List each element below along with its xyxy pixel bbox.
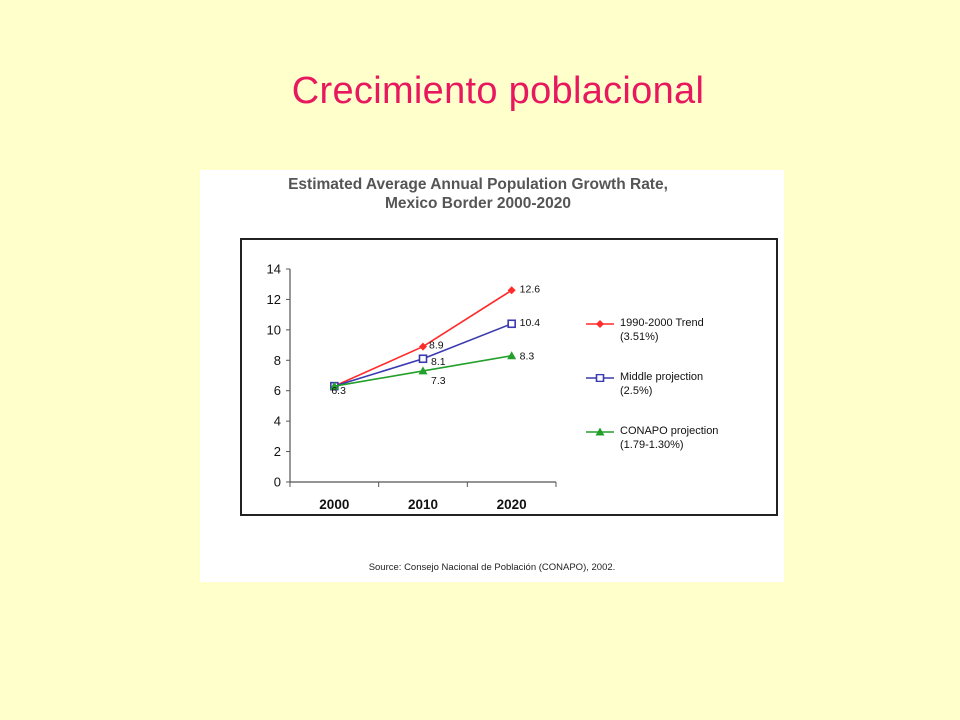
data-label-conapo-2000: 6.3 — [331, 385, 346, 397]
slide-title: Crecimiento poblacional — [291, 70, 705, 112]
legend-swatch-conapo — [586, 428, 614, 436]
y-tick-label-4: 4 — [274, 414, 281, 429]
point-middle-2020 — [507, 319, 516, 329]
legend-label-trend: 1990-2000 Trend — [620, 317, 704, 329]
series-trend — [330, 286, 516, 391]
data-label-trend-2020: 12.6 — [520, 283, 541, 295]
legend-detail-conapo: (1.79-1.30%) — [620, 439, 684, 451]
y-tick-label-6: 6 — [274, 383, 281, 398]
legend-detail-trend: (3.51%) — [620, 331, 659, 343]
legend-item-middle: Middle projection (2.5%) — [586, 370, 776, 424]
y-tick-label-8: 8 — [274, 353, 281, 368]
legend-label-middle: Middle projection — [620, 371, 704, 383]
chart-legend: 1990-2000 Trend (3.51%) Middle projectio… — [586, 316, 776, 478]
legend-swatch-trend — [586, 320, 614, 328]
data-label-conapo-2020: 8.3 — [520, 351, 535, 363]
point-conapo-2020 — [507, 351, 517, 360]
y-tick-label-0: 0 — [274, 475, 281, 490]
y-tick-label-14: 14 — [267, 262, 281, 277]
legend-marker-middle — [595, 374, 605, 382]
y-tick-label-10: 10 — [267, 322, 281, 337]
y-tick-label-2: 2 — [274, 444, 281, 459]
y-tick-label-12: 12 — [267, 292, 281, 307]
legend-marker-conapo — [595, 428, 605, 436]
legend-detail-middle: (2.5%) — [620, 385, 653, 397]
legend-item-conapo: CONAPO projection (1.79-1.30%) — [586, 424, 776, 478]
series-middle — [330, 319, 516, 391]
axes: 0 2 4 6 8 10 12 14 2000 2010 2020 — [267, 262, 557, 512]
chart-frame — [240, 238, 778, 516]
point-conapo-2000 — [329, 381, 339, 390]
x-tick-label-2010: 2010 — [408, 497, 438, 512]
x-tick-label-2000: 2000 — [319, 497, 349, 512]
data-label-middle-2020: 10.4 — [520, 317, 541, 329]
point-trend-2010 — [419, 342, 427, 351]
series-layer — [329, 286, 517, 391]
chart-title-line-2: Mexico Border 2000-2020 — [384, 195, 572, 212]
chart-source: Source: Consejo Nacional de Población (C… — [368, 562, 616, 573]
data-label-conapo-2010: 7.3 — [431, 375, 446, 387]
legend-label-conapo: CONAPO projection — [620, 425, 719, 437]
point-trend-2020 — [507, 286, 516, 295]
data-label-trend-2010: 8.9 — [429, 340, 444, 352]
x-tick-label-2020: 2020 — [497, 497, 527, 512]
data-label-middle-2010: 8.1 — [431, 356, 446, 368]
legend-marker-trend — [596, 320, 604, 328]
legend-swatch-middle — [586, 374, 614, 382]
chart-title: Estimated Average Annual Population Grow… — [200, 175, 756, 213]
legend-item-trend: 1990-2000 Trend (3.51%) — [586, 316, 776, 370]
line-chart: 0 2 4 6 8 10 12 14 2000 2010 2020 8.9 12.6 8.1 10.4 6.… — [240, 238, 778, 516]
data-labels: 8.9 12.6 8.1 10.4 6.3 7.3 8.3 — [331, 283, 540, 397]
chart-figure: Estimated Average Annual Population Grow… — [200, 170, 784, 582]
chart-title-line-1: Estimated Average Annual Population Grow… — [288, 176, 668, 193]
series-conapo — [329, 351, 517, 390]
point-conapo-2010 — [418, 366, 428, 375]
point-middle-2010 — [418, 354, 428, 364]
